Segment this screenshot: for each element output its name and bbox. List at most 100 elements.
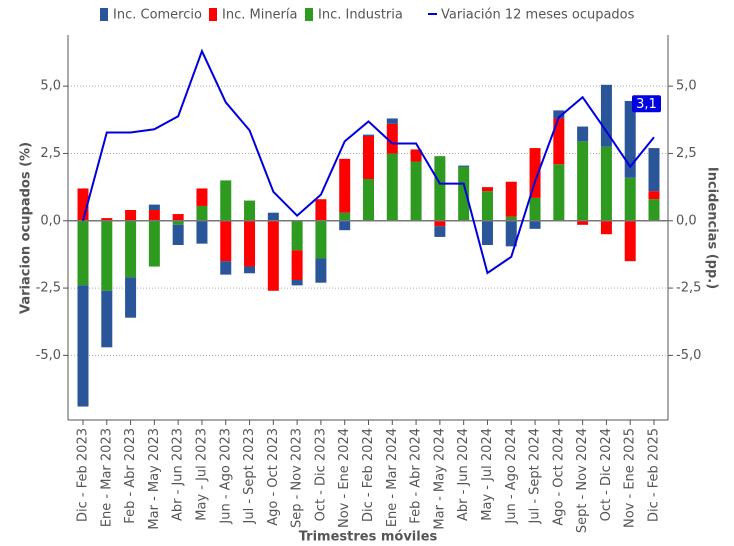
y2-tick-label: 2,5 — [676, 146, 697, 161]
x-tick-label: Sept - Nov 2024 — [575, 428, 590, 533]
x-tick-label: Jul - Sept 2024 — [528, 428, 543, 524]
x-tick-label: Dic - Feb 2023 — [76, 428, 91, 522]
bar — [553, 118, 565, 165]
bar — [291, 250, 303, 280]
bar — [386, 153, 398, 221]
bar — [339, 212, 351, 221]
y2-tick-label: -2,5 — [676, 281, 701, 296]
bar — [196, 188, 208, 206]
bar — [458, 165, 470, 167]
y2-tick-label: 0,0 — [676, 213, 697, 228]
bar — [577, 141, 589, 221]
bar — [101, 218, 113, 221]
bar — [172, 214, 184, 221]
bar — [196, 220, 208, 244]
bar — [481, 187, 493, 192]
x-tick-label: Oct - Dic 2023 — [313, 428, 328, 521]
bar — [624, 177, 636, 221]
bar — [600, 146, 612, 221]
bar — [196, 205, 208, 221]
bar — [505, 216, 517, 221]
x-tick-label: May - Jul 2023 — [194, 428, 209, 521]
legend-marker — [305, 8, 313, 21]
x-tick-label: Abr - Jun 2023 — [171, 428, 186, 521]
bar — [410, 161, 422, 221]
bar — [125, 220, 137, 278]
bar — [77, 285, 89, 407]
bar — [315, 258, 327, 283]
bar — [553, 110, 565, 119]
bar — [481, 191, 493, 221]
bar — [267, 212, 279, 221]
x-tick-label: Ene - Mar 2024 — [385, 428, 400, 527]
bar — [291, 220, 303, 251]
bar — [339, 220, 351, 231]
bar — [339, 158, 351, 213]
y-tick-label: -5,0 — [36, 348, 61, 363]
bar — [363, 135, 374, 180]
bar — [220, 180, 232, 221]
x-tick-label: Jun - Ago 2024 — [504, 428, 519, 525]
bar — [315, 199, 327, 221]
x-tick-label: Feb - Abr 2023 — [123, 428, 138, 524]
bar — [172, 224, 184, 245]
x-tick-label: Mar - May 2024 — [432, 428, 447, 530]
bar — [529, 220, 541, 229]
bar — [77, 188, 89, 221]
x-tick-label: Ago - Oct 2023 — [266, 428, 281, 526]
legend-label: Variación 12 meses ocupados — [441, 8, 635, 23]
x-tick-label: Ene - Mar 2023 — [99, 428, 114, 527]
line — [82, 48, 655, 275]
bar — [244, 220, 256, 267]
value-label-box — [632, 95, 661, 113]
x-tick-label: Dic - Feb 2024 — [361, 428, 376, 522]
bar — [648, 148, 660, 192]
x-tick-label: Jul - Sept 2023 — [242, 428, 257, 524]
x-tick-label: Dic - Feb 2025 — [647, 428, 662, 522]
bar — [125, 277, 137, 318]
bar — [529, 197, 541, 221]
x-tick-label: Mar - May 2023 — [147, 428, 162, 530]
y2-tick-label: -5,0 — [676, 348, 701, 363]
y-tick-label: 5,0 — [40, 79, 61, 94]
bar — [577, 126, 589, 142]
x-tick-label: Jun - Ago 2023 — [218, 428, 233, 525]
bar — [648, 199, 660, 221]
bar — [125, 210, 137, 221]
bar — [434, 156, 446, 221]
bar — [291, 280, 303, 286]
bar — [600, 220, 612, 235]
bar — [220, 220, 232, 262]
x-tick-label: May - Jul 2024 — [480, 428, 495, 521]
bar — [600, 84, 612, 147]
y2-tick-label: 5,0 — [676, 79, 697, 94]
bar — [148, 204, 160, 210]
legend-marker — [209, 8, 217, 21]
bar — [505, 181, 517, 217]
legend-label: Inc. Comercio — [113, 8, 202, 23]
bar — [458, 166, 470, 221]
bar — [172, 220, 184, 225]
x-tick-label: Ago - Oct 2024 — [551, 428, 566, 526]
x-tick-label: Oct - Dic 2024 — [599, 428, 614, 521]
bar — [529, 148, 541, 198]
legend-label: Inc. Minería — [222, 8, 297, 23]
bar — [410, 149, 422, 162]
bar — [648, 191, 660, 200]
bar — [624, 220, 636, 262]
bar — [624, 100, 636, 178]
bar — [244, 200, 256, 221]
bar — [267, 220, 279, 291]
x-tick-label: Nov - Ene 2024 — [337, 428, 352, 528]
bar — [386, 123, 398, 154]
bar — [505, 220, 517, 247]
x-tick-label: Nov - Ene 2025 — [623, 428, 638, 528]
y-axis-title: Variacion ocupados (%) — [19, 142, 34, 314]
value-label: 3,1 — [636, 97, 657, 112]
bar — [577, 220, 589, 225]
legend-label: Inc. Industria — [318, 8, 403, 23]
bar — [386, 118, 398, 124]
bar — [481, 220, 493, 245]
y-tick-label: -2,5 — [36, 281, 61, 296]
